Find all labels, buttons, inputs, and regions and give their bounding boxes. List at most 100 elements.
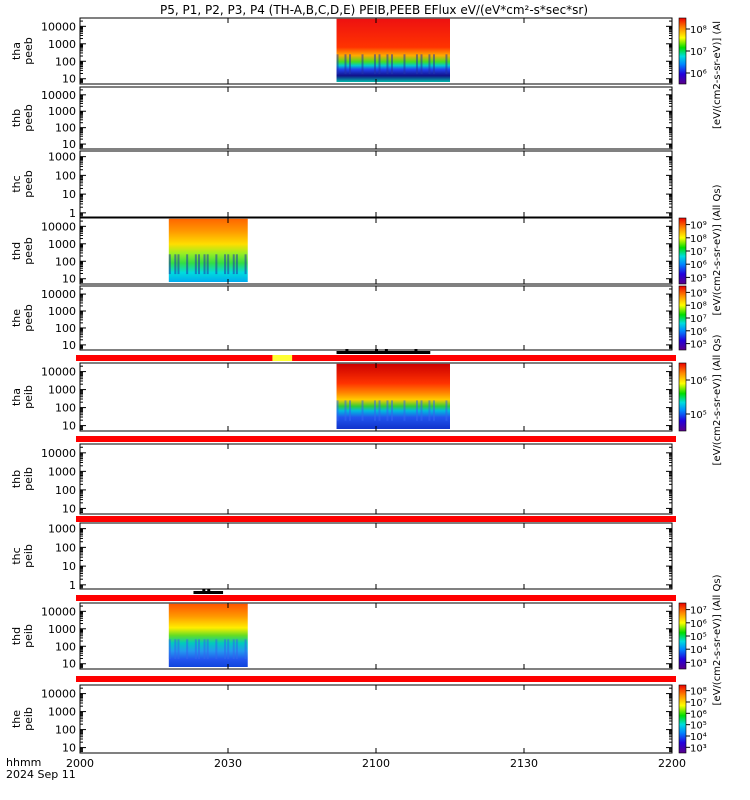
colorbar-tick-label: 10⁶ [690,69,707,80]
panel-thd_peeb: 10 100 1000 10000 thd peeb [10,217,673,286]
colorbar-tick-label: 10⁸ [690,234,707,245]
y-tick-label: 100 [55,541,76,554]
spectrogram-texture [206,639,209,660]
panel-probe-label: thb [10,109,23,127]
spectrogram-texture [174,254,177,275]
status-bar-highlight [272,355,293,361]
x-tick-label: 2200 [658,757,686,770]
spectrogram-texture [168,639,171,660]
panel-thb_peib: 10 100 1000 10000 thb peib [10,443,673,515]
spectrogram-texture [403,54,406,75]
spectrogram-texture [168,254,171,275]
status-bar-tick [345,349,349,352]
panel-inst-label: peeb [22,304,35,332]
panel-frame [79,86,673,150]
colorbar-label-peeb-thd: [eV/(cm2-s-sr-eV)] (All Qs) [712,184,723,315]
panel-inst-label: peib [22,544,35,568]
spectrogram-texture [224,639,227,660]
panel-tha_peeb: 10 100 1000 10000 tha peeb [10,17,673,86]
panel-inst-label: peib [22,707,35,731]
colorbar-tick-label: 10⁹ [690,288,707,299]
spectrogram-texture [336,54,339,75]
x-tick-label: 2030 [214,757,242,770]
y-tick-label: 1000 [48,523,76,536]
chart-title: P5, P1, P2, P3, P4 (TH-A,B,C,D,E) PEIB,P… [160,3,588,17]
colorbar-tick-label: 10⁴ [690,732,707,743]
colorbar-gradient [678,217,687,285]
colorbar-the_peeb: 10⁵ 10⁶ 10⁷ 10⁸ 10⁹ [678,285,707,351]
status-bar-tick [207,589,211,592]
status-bar-fill [76,436,676,442]
y-tick-label: 1000 [48,105,76,118]
y-tick-label: 10 [62,339,76,352]
spectrogram-texture [428,54,431,75]
panel-probe-label: tha [10,388,23,406]
panel-inst-label: peeb [22,37,35,65]
y-tick-label: 10 [62,188,76,201]
status-bar-fill [76,676,676,682]
panel-probe-label: thb [10,470,23,488]
spectrogram-texture [203,639,206,660]
spectrogram-texture [390,400,393,421]
status-bar-flag [336,351,431,354]
spectrogram-texture [194,639,197,660]
spectrogram-texture [344,400,347,421]
colorbar-tick-label: 10⁶ [690,260,707,271]
spectrogram-texture [415,400,418,421]
status-bar [76,676,676,682]
panel-inst-label: peib [22,624,35,648]
y-tick-label: 100 [55,724,76,737]
spectrogram-texture [206,254,209,275]
colorbar-tick-label: 10⁵ [690,273,707,284]
y-tick-label: 10000 [41,220,76,233]
spectrogram-tha_peib [336,363,450,429]
y-tick-label: 100 [55,55,76,68]
spectrogram-texture [224,254,227,275]
spectrogram-texture [244,254,247,275]
y-tick-label: 100 [55,255,76,268]
y-tick-label: 1 [69,579,76,592]
colorbar-tick-label: 10⁷ [690,47,707,58]
y-tick-label: 1000 [48,706,76,719]
panel-inst-label: peeb [22,104,35,132]
y-tick-label: 1000 [48,151,76,164]
colorbar-tick-label: 10⁵ [690,721,707,732]
colorbar-label-peib-thd: [eV/(cm2-s-sr-eV)] (All Qs) [712,574,723,705]
y-tick-label: 10 [62,138,76,151]
panel-frame [79,684,673,754]
spectrogram-texture [373,400,376,421]
y-tick-label: 1000 [48,623,76,636]
spectrogram-tha_peeb [336,18,450,82]
colorbar-tick-label: 10⁶ [690,709,707,720]
spectrogram-texture [232,254,235,275]
status-bar [76,589,676,601]
y-tick-label: 100 [55,169,76,182]
spectrogram-texture [174,639,177,660]
spectrogram-texture [432,54,435,75]
panel-inst-label: peeb [22,237,35,265]
colorbar-label-peib-tha: [eV/(cm2-s-sr-eV)] (All Qs) [712,334,723,465]
panel-probe-label: the [10,710,23,728]
spectrogram-texture [445,54,448,75]
y-tick-label: 10000 [41,288,76,301]
spectrogram-texture [361,400,364,421]
panel-probe-label: thc [10,175,23,192]
spectrogram-texture [349,400,352,421]
colorbar-gradient [678,17,687,85]
panel-tha_peib: 10 100 1000 10000 tha peib [10,362,673,433]
colorbar-tick-label: 10⁴ [690,645,707,656]
colorbar-gradient [678,684,687,754]
colorbar-tick-label: 10⁸ [690,301,707,312]
colorbar-gradient [678,362,687,432]
spectrogram-texture [232,639,235,660]
spectrogram-texture [349,54,352,75]
spectrogram-texture [235,639,238,660]
y-tick-label: 100 [55,484,76,497]
y-tick-label: 1 [69,207,76,220]
x-axis-date: 2024 Sep 11 [6,768,76,781]
spectrogram-texture [432,400,435,421]
spectrogram-texture [194,254,197,275]
colorbar-tha_peib: 10⁵ 10⁶ [678,362,707,432]
y-tick-label: 10 [62,658,76,671]
